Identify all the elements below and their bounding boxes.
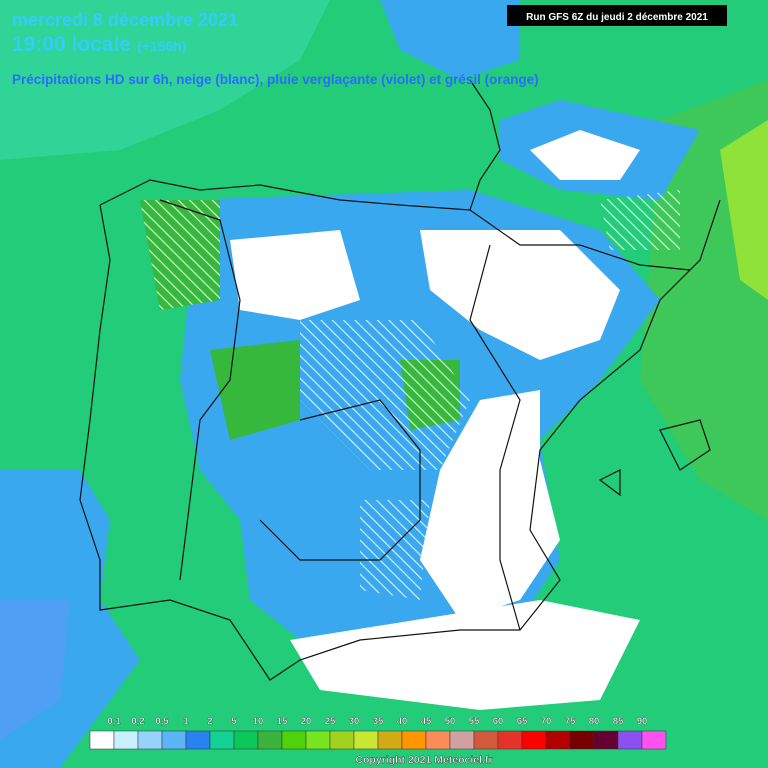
legend-label: 0,2	[131, 716, 144, 727]
legend-swatch	[377, 730, 403, 750]
legend-swatch	[257, 730, 283, 750]
legend-swatch	[185, 730, 211, 750]
legend-label: 35	[373, 716, 384, 727]
legend-label: 80	[589, 716, 600, 727]
legend-swatch	[641, 730, 667, 750]
legend-swatch	[401, 730, 427, 750]
legend-swatch	[521, 730, 547, 750]
legend-label: 75	[565, 716, 576, 727]
legend-swatch	[281, 730, 307, 750]
run-box	[507, 5, 727, 26]
legend-swatch	[617, 730, 643, 750]
legend-swatch	[449, 730, 475, 750]
copyright: Copyright 2021 Meteociel.fr	[355, 754, 492, 766]
legend-label: 60	[493, 716, 504, 727]
legend-swatch	[161, 730, 187, 750]
legend-label: 30	[349, 716, 360, 727]
legend-swatch	[329, 730, 355, 750]
legend-label: 15	[277, 716, 288, 727]
legend-swatch	[425, 730, 451, 750]
legend-swatch	[593, 730, 619, 750]
subtitle: Précipitations HD sur 6h, neige (blanc),…	[12, 72, 539, 87]
legend-swatch	[353, 730, 379, 750]
legend-label: 10	[253, 716, 264, 727]
lead-time: (+156h)	[137, 38, 186, 54]
legend-label: 1	[183, 716, 189, 727]
run-info: Run GFS 6Z du jeudi 2 décembre 2021	[526, 12, 708, 23]
legend-swatch	[545, 730, 571, 750]
legend-label: 90	[637, 716, 648, 727]
legend-swatch	[473, 730, 499, 750]
legend-label: 85	[613, 716, 624, 727]
legend-label: 2	[207, 716, 212, 727]
legend-swatch	[569, 730, 595, 750]
legend-swatch	[209, 730, 235, 750]
legend-label: 45	[421, 716, 432, 727]
date-title: mercredi 8 décembre 2021	[12, 10, 238, 30]
legend-label: 70	[541, 716, 552, 727]
legend-swatch	[137, 730, 163, 750]
legend: 0,1 0,2 0,5 1 2 5 10 15 20 25 30 35 40 45 50 55 60 65 70 75…	[89, 716, 667, 750]
legend-label: 20	[301, 716, 312, 727]
time: 19:00 locale	[12, 33, 131, 56]
legend-swatch	[305, 730, 331, 750]
legend-label: 50	[445, 716, 456, 727]
legend-label: 65	[517, 716, 528, 727]
legend-label: 0,5	[155, 716, 169, 727]
legend-swatch	[113, 730, 139, 750]
time-title: 19:00 locale (+156h)	[12, 33, 187, 56]
legend-label: 0,1	[107, 716, 121, 727]
legend-label: 25	[325, 716, 336, 727]
legend-swatch	[497, 730, 523, 750]
legend-swatch	[89, 730, 115, 750]
legend-label: 40	[397, 716, 408, 727]
legend-swatch	[233, 730, 259, 750]
legend-label: 55	[469, 716, 480, 727]
borders	[79, 79, 721, 681]
legend-label: 5	[231, 716, 237, 727]
